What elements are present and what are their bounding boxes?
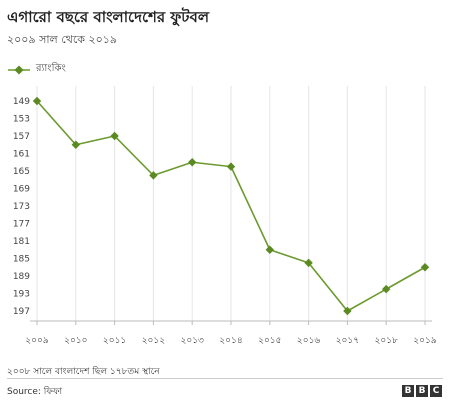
- x-tick-label: ২০১৭: [336, 336, 359, 346]
- data-point-marker: [226, 162, 236, 171]
- x-axis-ticks: ২০০৯ ২০১০ ২০১১ ২০১২ ২০১৩ ২০১৪ ২০১৫ ২০১৬ ২০১৭ ২০১৮…: [25, 321, 437, 346]
- data-point-marker: [343, 306, 352, 316]
- y-tick-label: 181: [13, 237, 30, 247]
- data-point-marker: [32, 96, 42, 106]
- bbc-logo-letter: B: [416, 385, 428, 397]
- data-point-marker: [188, 158, 197, 167]
- y-tick-label: 169: [13, 185, 30, 195]
- data-point-marker: [304, 258, 313, 268]
- y-tick-label: 157: [13, 132, 30, 142]
- data-point-marker: [265, 245, 274, 254]
- y-tick-label: 189: [13, 272, 30, 282]
- y-tick-label: 177: [13, 220, 30, 230]
- legend-marker-icon: [8, 65, 30, 74]
- x-tick-label: ২০১৬: [297, 336, 321, 346]
- y-axis-ticks: 149 153 157 161 165 169 173 177 181 185 189 193 197: [13, 97, 30, 317]
- x-tick-label: ২০১৫: [258, 336, 281, 346]
- x-tick-label: ২০১০: [64, 336, 87, 346]
- footer-divider: [7, 378, 443, 379]
- source-credit: Source: ফিফা: [7, 387, 63, 397]
- x-tick-label: ২০১১: [103, 336, 126, 346]
- bbc-logo-letter: B: [402, 385, 414, 397]
- data-point-marker: [71, 140, 80, 149]
- y-tick-label: 197: [13, 307, 30, 317]
- data-point-marker: [110, 131, 119, 141]
- data-point-marker: [420, 263, 430, 272]
- chart-subtitle: ২০০৯ সাল থেকে ২০১৯: [7, 33, 118, 46]
- legend: র‍্যাংকিং: [8, 61, 66, 78]
- footnote: ২০০৮ সালে বাংলাদেশ ছিল ১৭৮তম স্থানে: [7, 367, 160, 377]
- data-point-marker: [149, 171, 158, 180]
- y-tick-label: 193: [13, 290, 30, 300]
- x-tick-label: ২০১৮: [375, 336, 399, 346]
- chart-title: এগারো বছরে বাংলাদেশের ফুটবল: [7, 8, 210, 26]
- x-tick-label: ২০১২: [142, 336, 166, 346]
- y-tick-label: 161: [13, 150, 30, 160]
- y-tick-label: 173: [13, 202, 30, 212]
- legend-label: র‍্যাংকিং: [36, 63, 66, 74]
- bbc-logo: B B C: [402, 385, 442, 397]
- bbc-logo-letter: C: [430, 385, 442, 397]
- x-tick-label: ২০০৯: [25, 336, 49, 346]
- data-point-marker: [382, 284, 391, 294]
- x-tick-label: ২০১৩: [180, 336, 204, 346]
- grid-lines: [36, 86, 426, 321]
- y-tick-label: 165: [13, 167, 30, 177]
- series-ranking: [32, 96, 430, 316]
- x-tick-label: ২০১৪: [219, 336, 242, 346]
- x-tick-label: ২০১৯: [413, 336, 437, 346]
- y-tick-label: 185: [13, 255, 30, 265]
- y-tick-label: 149: [13, 97, 30, 107]
- y-tick-label: 153: [13, 115, 30, 125]
